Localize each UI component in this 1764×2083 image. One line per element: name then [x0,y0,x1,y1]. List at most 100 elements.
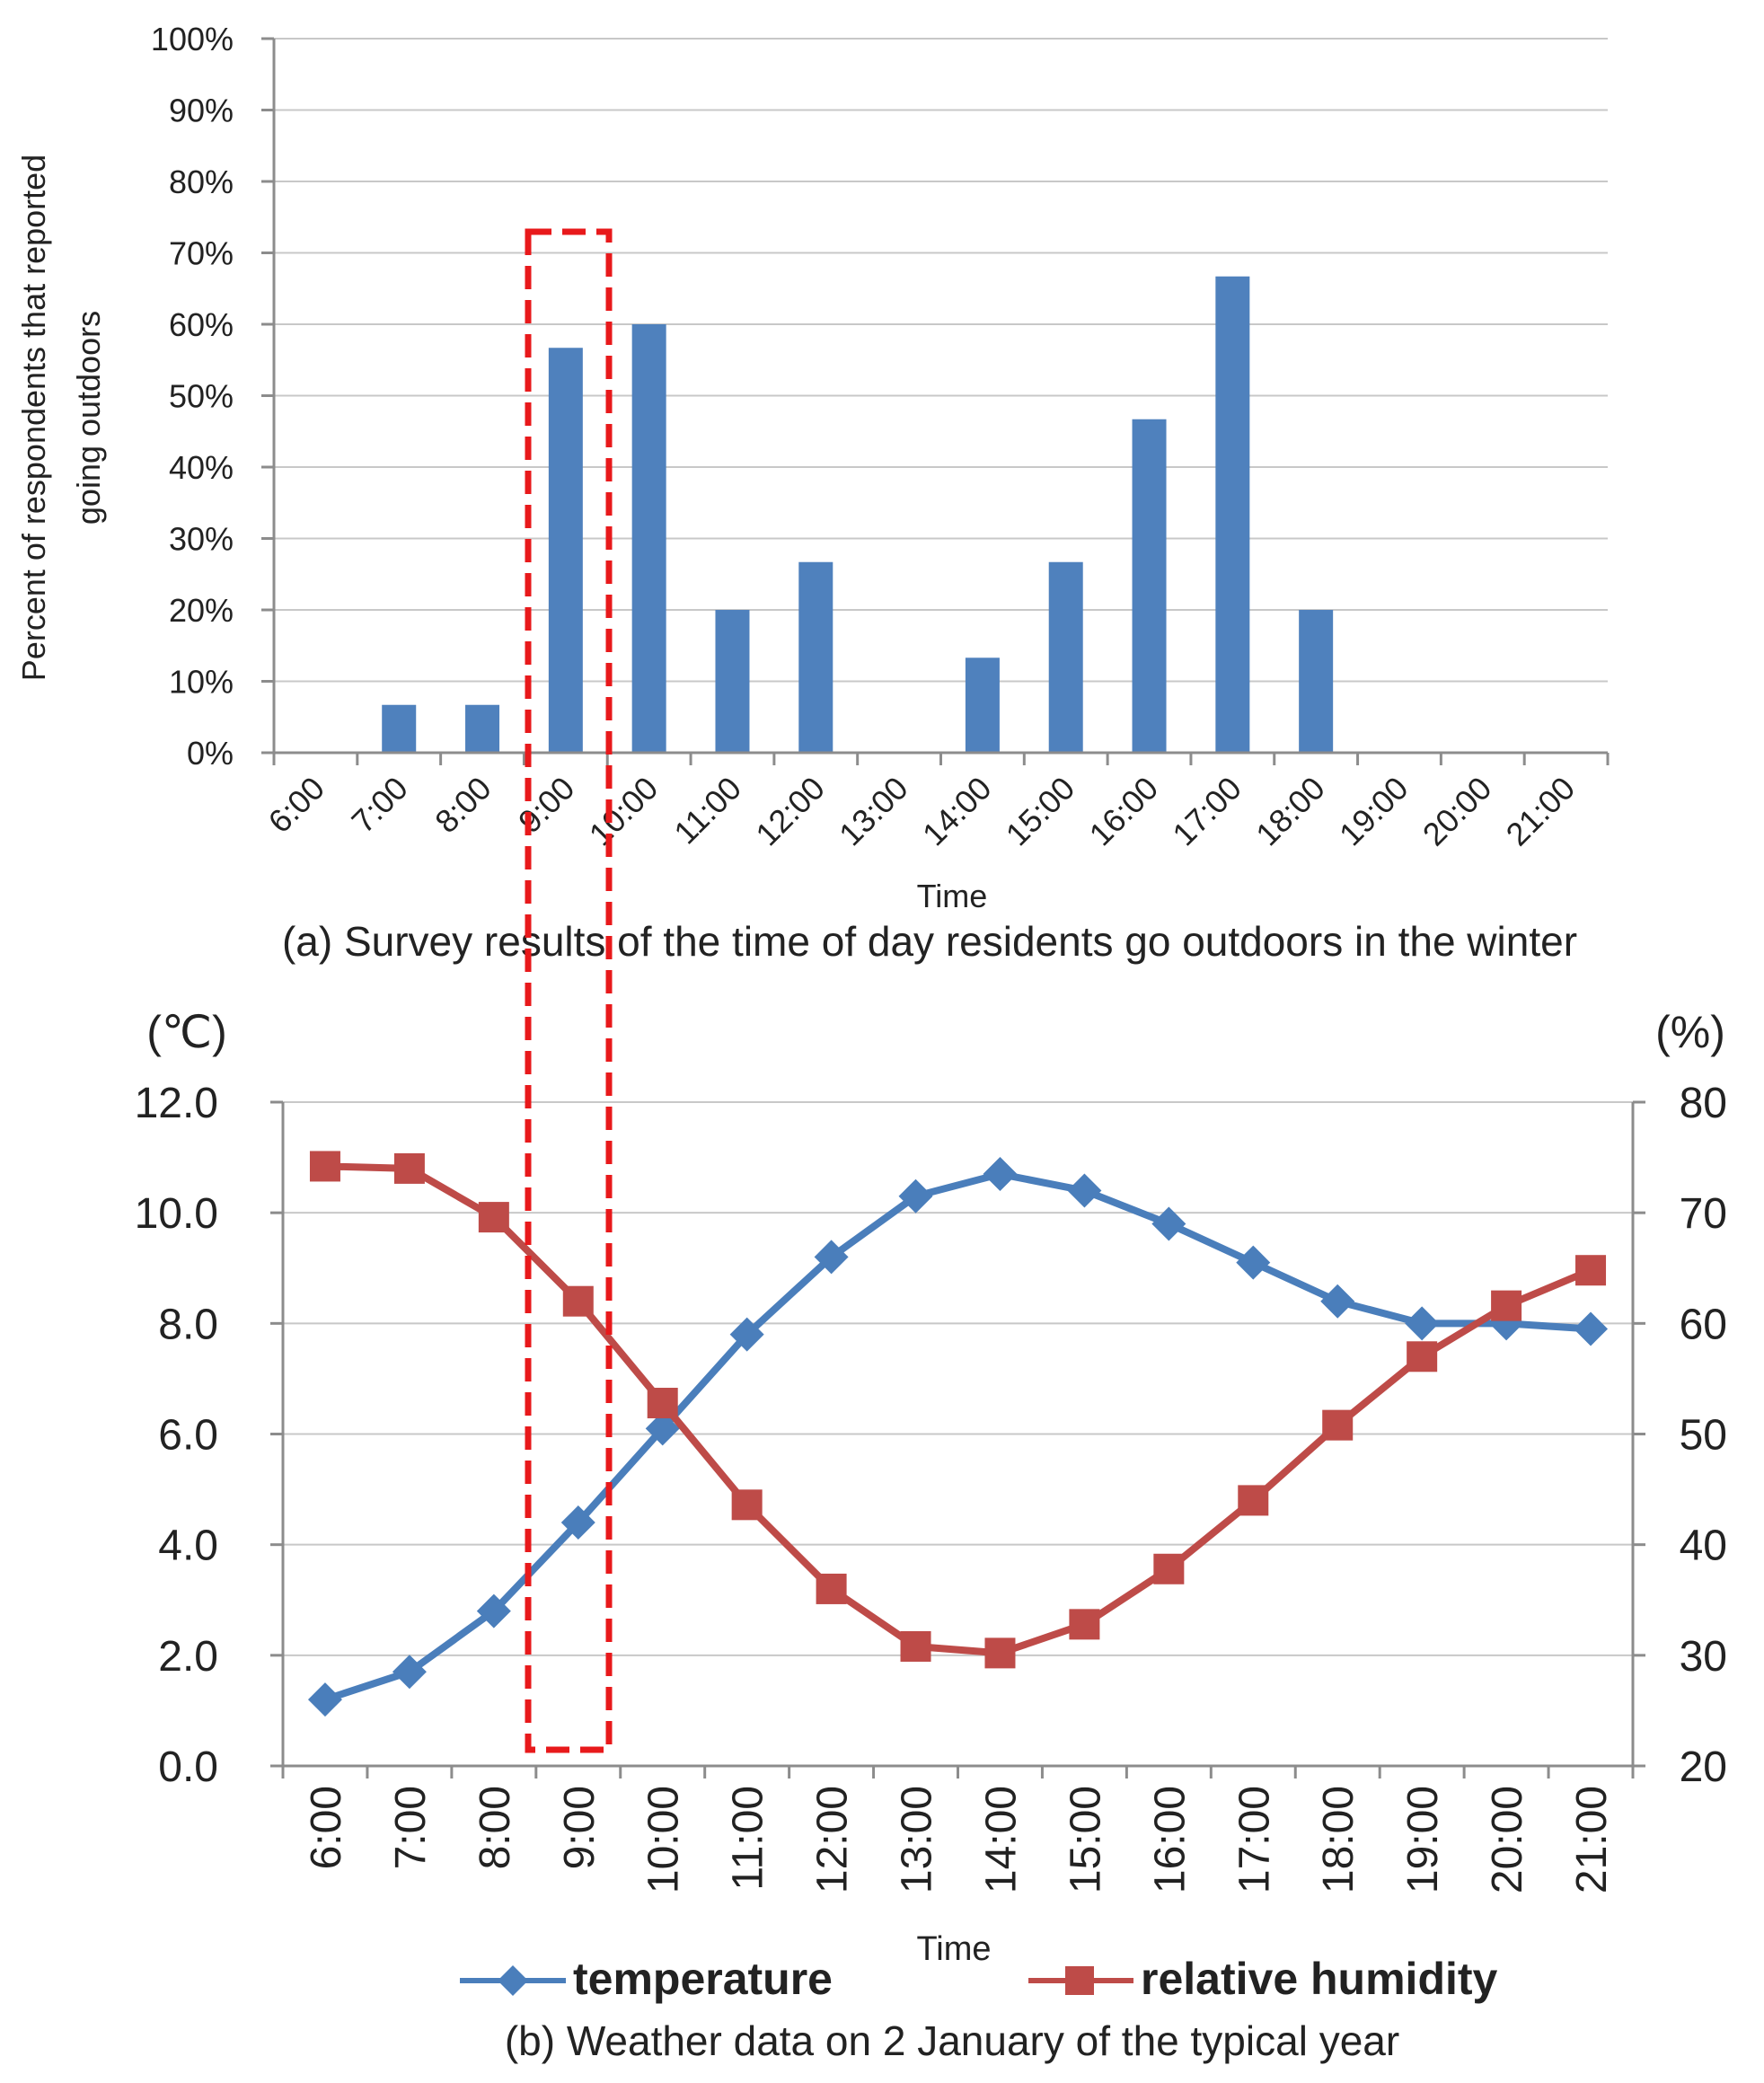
bar-x-tick-label: 8:00 [428,770,498,841]
right-y-tick-label: 60 [1680,1301,1727,1348]
bar-chart-y-label-line2: going outdoors [70,311,107,525]
line-x-tick-label: 16:00 [1146,1786,1194,1893]
bar-9:00 [548,348,583,753]
bar-chart-axes [261,37,1610,765]
relative-humidity-point-12:00 [816,1573,847,1604]
line-x-tick-label: 10:00 [640,1786,688,1893]
line-x-tick-label: 19:00 [1399,1786,1447,1893]
line-chart-x-tick-labels: 6:00 7:00 8:00 9:00 10:00 11:00 12:00 13:00 14:0… [303,1786,1616,1893]
left-axis-unit: (℃) [146,1007,226,1057]
left-y-tick-label: 0.0 [158,1743,218,1791]
highlight-9am-box [525,228,613,1753]
relative-humidity-point-17:00 [1238,1485,1269,1516]
relative-humidity-point-20:00 [1491,1290,1522,1321]
line-x-tick-label: 9:00 [556,1786,604,1869]
relative-humidity-point-21:00 [1575,1255,1607,1286]
line-x-tick-label: 18:00 [1315,1786,1363,1893]
bar-y-tick-label: 70% [169,235,234,272]
bar-y-tick-label: 30% [169,521,234,558]
temperature-point-18:00 [1320,1284,1355,1319]
right-y-tick-label: 80 [1680,1080,1727,1127]
relative-humidity-point-8:00 [478,1202,509,1233]
bar-x-tick-label: 20:00 [1416,770,1499,853]
line-x-tick-label: 17:00 [1230,1786,1278,1893]
bar-x-tick-label: 7:00 [344,770,415,841]
line-x-tick-label: 15:00 [1062,1786,1109,1893]
relative-humidity-point-9:00 [562,1285,594,1317]
bar-chart-y-tick-labels: 0% 10% 20% 30% 40% 50% 60% 70% 80% 90% 100% [151,21,234,772]
bar-chart-y-label-line1: Percent of respondents that reported [15,154,52,681]
bar-x-tick-label: 11:00 [666,770,748,852]
line-x-tick-label: 21:00 [1568,1786,1616,1893]
bar-x-tick-label: 16:00 [1081,770,1165,853]
bar-y-tick-label: 10% [169,664,234,701]
temperature-point-17:00 [1236,1245,1271,1280]
bar-x-tick-label: 12:00 [748,770,832,853]
bar-y-tick-label: 60% [169,306,234,343]
line-x-tick-label: 6:00 [303,1786,350,1869]
bar-15:00 [1048,561,1083,753]
bar-x-tick-label: 19:00 [1332,770,1416,853]
bar-14:00 [965,658,1000,753]
bar-chart-x-tick-labels: 6:00 7:00 8:00 9:00 10:00 11:00 12:00 13:00 14:0… [261,770,1583,853]
line-chart-series [307,1151,1609,1717]
bar-x-tick-label: 9:00 [511,770,582,841]
temperature-point-13:00 [898,1178,933,1214]
line-x-tick-label: 11:00 [725,1786,772,1891]
legend-humidity-marker [1065,1966,1094,1995]
bar-y-tick-label: 80% [169,163,234,200]
line-chart-left-y-tick-labels: 0.0 2.0 4.0 6.0 8.0 10.0 12.0 [135,1080,218,1791]
bar-x-tick-label: 10:00 [582,770,666,853]
legend-temperature-label: temperature [573,1954,833,2004]
legend-humidity-label: relative humidity [1141,1954,1498,2004]
bar-y-tick-label: 50% [169,378,234,415]
temperature-point-15:00 [1067,1173,1102,1208]
bar-10:00 [631,324,666,753]
line-chart-x-label: Time [916,1930,991,1968]
bar-chart-gridlines [274,38,1608,683]
right-y-tick-label: 20 [1680,1743,1727,1791]
left-y-tick-label: 4.0 [158,1523,218,1570]
bar-y-tick-label: 0% [187,735,234,772]
bar-x-tick-label: 21:00 [1499,770,1583,853]
relative-humidity-point-14:00 [984,1637,1016,1669]
temperature-point-9:00 [560,1505,595,1540]
bar-17:00 [1215,276,1250,753]
bar-y-tick-label: 20% [169,592,234,629]
bar-16:00 [1132,419,1167,753]
bar-x-tick-label: 14:00 [915,770,999,853]
weather-line-chart: 0.0 2.0 4.0 6.0 8.0 10.0 12.0 20 30 40 50 60 70 80 6… [135,1007,1727,2064]
legend-temperature-marker [498,1965,528,1996]
bar-x-tick-label: 18:00 [1248,770,1332,853]
bar-y-tick-label: 90% [169,93,234,129]
temperature-point-10:00 [645,1411,680,1446]
line-x-tick-label: 7:00 [387,1786,435,1869]
line-chart-legend: temperature relative humidity [460,1954,1498,2004]
relative-humidity-point-15:00 [1069,1609,1100,1640]
line-x-tick-label: 20:00 [1484,1786,1531,1893]
bar-chart-caption: (a) Survey results of the time of day re… [282,918,1577,965]
right-y-tick-label: 40 [1680,1523,1727,1570]
bar-12:00 [798,561,833,753]
bar-7:00 [382,704,417,753]
relative-humidity-point-16:00 [1153,1553,1185,1584]
line-chart-right-y-tick-labels: 20 30 40 50 60 70 80 [1680,1080,1727,1791]
bar-x-tick-label: 17:00 [1165,770,1248,853]
line-x-tick-label: 8:00 [472,1786,519,1869]
relative-humidity-point-10:00 [647,1388,678,1419]
bar-chart-x-label: Time [917,878,988,914]
bar-y-tick-label: 40% [169,449,234,486]
bar-x-tick-label: 13:00 [832,770,915,853]
line-x-tick-label: 12:00 [809,1786,857,1893]
temperature-point-8:00 [476,1593,511,1628]
temperature-point-7:00 [392,1655,427,1690]
bar-8:00 [465,704,500,753]
relative-humidity-point-13:00 [900,1630,931,1662]
line-chart-axes [270,1100,1645,1778]
right-y-tick-label: 70 [1680,1190,1727,1238]
survey-bar-chart: 0% 10% 20% 30% 40% 50% 60% 70% 80% 90% 100% 6:00 7:… [15,21,1610,965]
bar-x-tick-label: 15:00 [999,770,1082,853]
temperature-point-12:00 [814,1240,849,1275]
relative-humidity-point-6:00 [309,1151,340,1182]
right-y-tick-label: 50 [1680,1412,1727,1460]
